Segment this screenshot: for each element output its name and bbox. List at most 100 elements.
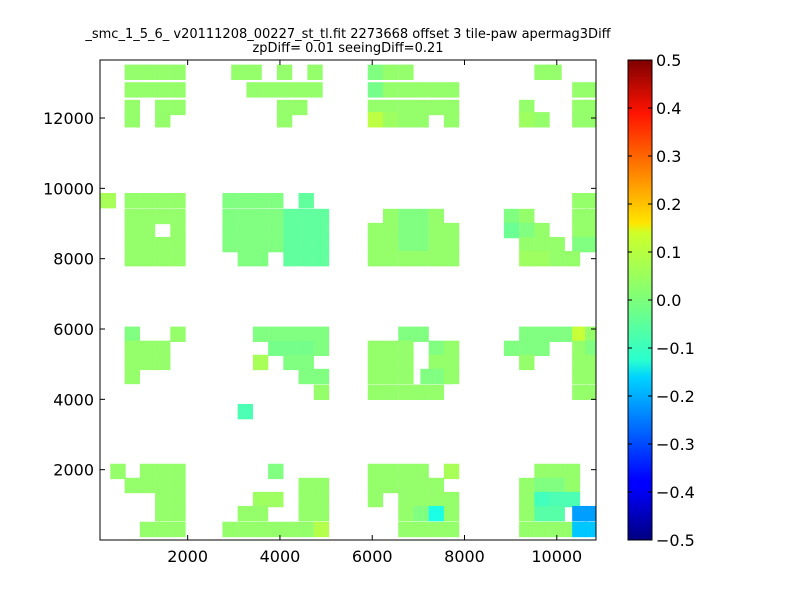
heatmap-cell	[252, 505, 269, 522]
heatmap-cell	[443, 505, 460, 522]
heatmap-cell	[413, 208, 429, 225]
colorbar-tick-label: 0.2	[656, 195, 681, 214]
heatmap-cell	[398, 208, 414, 225]
heatmap-cell	[413, 384, 429, 400]
heatmap-cell	[170, 208, 186, 225]
heatmap-cell	[564, 250, 581, 267]
heatmap-cell	[398, 384, 414, 400]
heatmap-cell	[428, 384, 445, 400]
heatmap-cell	[313, 340, 330, 357]
heatmap-cell	[313, 208, 330, 225]
heatmap-cell	[313, 477, 330, 494]
heatmap-cell	[139, 64, 156, 80]
heatmap-cell	[534, 64, 550, 80]
heatmap-cell	[124, 82, 140, 98]
heatmap-cell	[443, 368, 460, 385]
heatmap-cell	[413, 505, 429, 522]
heatmap-cell	[298, 250, 314, 267]
heatmap-cell	[124, 354, 140, 371]
heatmap-cell	[572, 99, 588, 116]
heatmap-cell	[170, 521, 186, 538]
heatmap-cell	[298, 521, 314, 538]
heatmap-cell	[398, 491, 414, 508]
heatmap-cell	[124, 477, 140, 494]
heatmap-cell	[534, 326, 550, 342]
heatmap-cell	[382, 340, 399, 357]
heatmap-cell	[564, 491, 581, 508]
heatmap-cell	[443, 236, 460, 253]
x-tick-label: 8000	[444, 547, 485, 566]
heatmap-cell	[237, 208, 254, 225]
heatmap-cell	[252, 236, 269, 253]
heatmap-cell	[367, 64, 384, 80]
heatmap-cell	[398, 340, 414, 357]
x-tick-label: 6000	[352, 547, 393, 566]
heatmap-cell	[252, 208, 269, 225]
heatmap-cell	[382, 208, 399, 225]
heatmap-cell	[572, 112, 588, 128]
heatmap-cell	[124, 236, 140, 253]
heatmap-cell	[313, 222, 330, 239]
heatmap-cell	[155, 82, 171, 98]
heatmap-cell	[313, 368, 330, 385]
heatmap-cell	[170, 477, 186, 494]
heatmap-cell	[231, 64, 247, 80]
heatmap-cell	[237, 236, 254, 253]
heatmap-cell	[519, 326, 535, 342]
heatmap-cell	[382, 250, 399, 267]
heatmap-cell	[155, 491, 171, 508]
heatmap-cell	[585, 368, 596, 385]
y-tick-label: 10000	[43, 179, 94, 198]
heatmap-cell	[413, 112, 429, 128]
heatmap-cell	[139, 208, 156, 225]
heatmap-cell	[413, 521, 429, 538]
heatmap-cell	[413, 250, 429, 267]
heatmap-cell	[519, 236, 535, 253]
heatmap-cell	[367, 250, 384, 267]
chart-title-line-1: _smc_1_5_6_ v20111208_00227_st_tl.fit 22…	[84, 27, 611, 42]
heatmap-cell	[367, 112, 384, 128]
heatmap-cell	[382, 477, 399, 494]
heatmap-cell	[283, 521, 299, 538]
heatmap-cell	[155, 505, 171, 522]
heatmap-cell	[382, 112, 399, 128]
heatmap-cell	[292, 99, 308, 116]
heatmap-cell	[428, 208, 445, 225]
colorbar-tick-label: −0.2	[656, 387, 695, 406]
heatmap-cell	[313, 326, 330, 342]
heatmap-cell	[428, 99, 445, 116]
heatmap-cell	[382, 463, 399, 480]
heatmap-cell	[585, 340, 596, 357]
heatmap-cell	[443, 340, 460, 357]
heatmap-cell	[252, 222, 269, 239]
heatmap-cell	[534, 521, 550, 538]
heatmap-cell	[237, 192, 254, 209]
heatmap-cell	[443, 491, 460, 508]
heatmap-cell	[382, 368, 399, 385]
heatmap-cell	[307, 64, 323, 80]
heatmap-cell	[519, 250, 535, 267]
colorbar-tick-label: −0.4	[656, 483, 695, 502]
heatmap-cell	[585, 208, 596, 225]
heatmap-cell	[428, 222, 445, 239]
heatmap-cell	[585, 521, 596, 538]
heatmap-cell	[428, 236, 445, 253]
y-tick-label: 8000	[53, 250, 94, 269]
heatmap-cell	[283, 340, 299, 357]
heatmap-cell	[572, 340, 588, 357]
heatmap-cell	[155, 99, 171, 116]
heatmap-cell	[519, 521, 535, 538]
heatmap-cell	[398, 505, 414, 522]
heatmap-cell	[155, 64, 171, 80]
heatmap-cell	[503, 340, 520, 357]
heatmap-cell	[298, 222, 314, 239]
heatmap-cell	[124, 326, 140, 342]
heatmap-cell	[413, 236, 429, 253]
heatmap-cell	[564, 477, 581, 494]
heatmap-cell	[283, 354, 299, 371]
heatmap-cell	[534, 491, 550, 508]
heatmap-cell	[298, 208, 314, 225]
heatmap-cells	[100, 64, 596, 538]
heatmap-cell	[222, 192, 238, 209]
